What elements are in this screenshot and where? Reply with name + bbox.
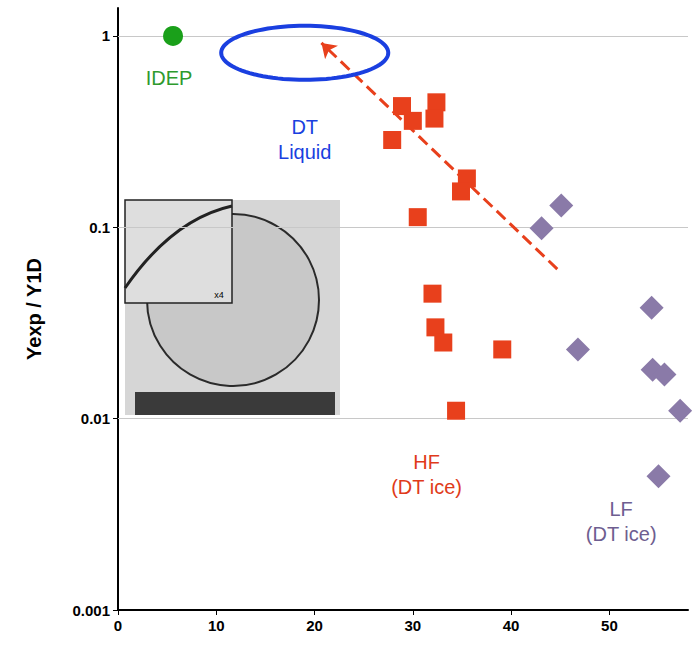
svg-text:1: 1 (102, 27, 110, 44)
svg-text:Liquid: Liquid (278, 141, 331, 163)
svg-text:40: 40 (503, 617, 520, 634)
svg-text:0.01: 0.01 (81, 410, 110, 427)
svg-text:50: 50 (601, 617, 618, 634)
svg-text:0.001: 0.001 (72, 602, 110, 619)
svg-text:30: 30 (404, 617, 421, 634)
svg-text:(DT ice): (DT ice) (391, 476, 462, 498)
svg-text:x4: x4 (214, 290, 224, 300)
svg-text:IDEP: IDEP (146, 67, 193, 89)
svg-text:0: 0 (114, 617, 122, 634)
svg-text:Yexp / Y1D: Yexp / Y1D (23, 258, 45, 360)
svg-text:HF: HF (413, 451, 440, 473)
svg-text:10: 10 (208, 617, 225, 634)
svg-text:LF: LF (610, 498, 633, 520)
svg-text:DT: DT (291, 116, 318, 138)
svg-text:20: 20 (306, 617, 323, 634)
svg-text:0.1: 0.1 (89, 219, 110, 236)
svg-text:(DT ice): (DT ice) (586, 523, 657, 545)
